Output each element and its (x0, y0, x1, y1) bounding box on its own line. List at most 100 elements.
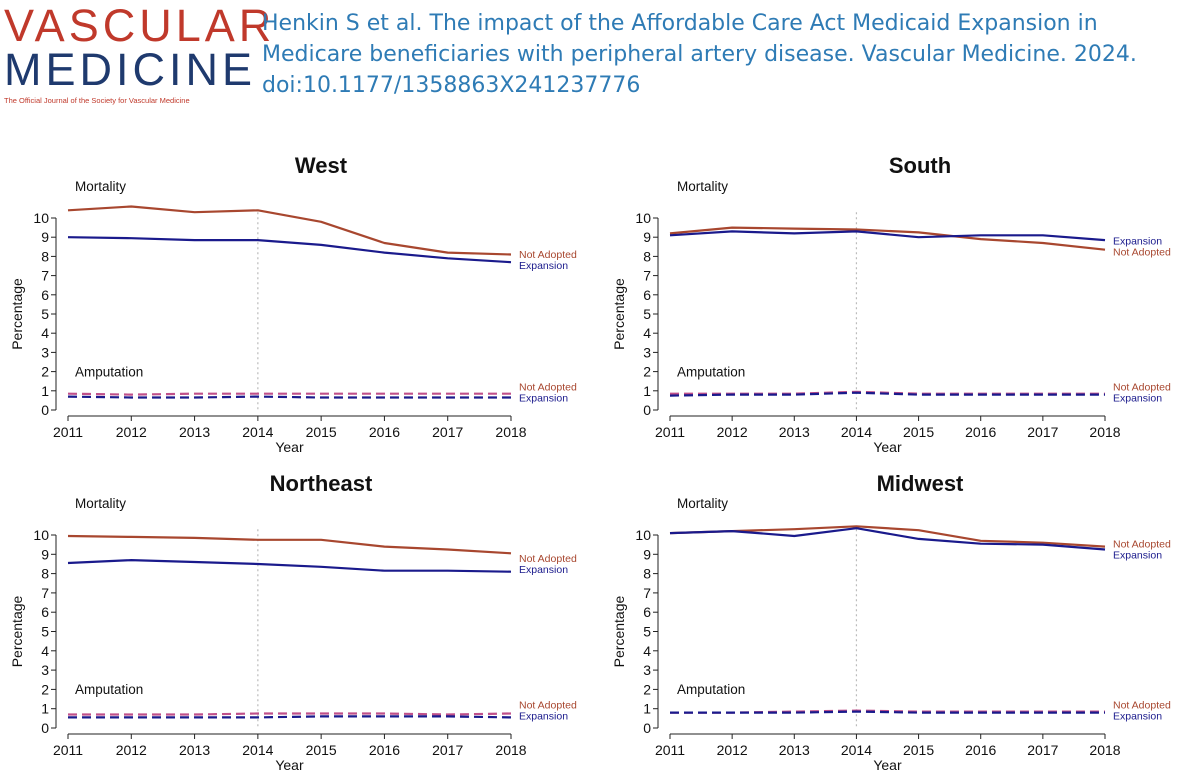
amputation-expansion-line (669, 391, 1105, 397)
y-tick-label: 9 (643, 229, 651, 245)
y-tick-label: 7 (643, 585, 651, 601)
y-tick-label: 5 (41, 624, 49, 640)
amputation-label: Amputation (677, 364, 745, 379)
y-tick-label: 10 (33, 527, 49, 543)
y-tick-label: 6 (643, 287, 651, 303)
x-tick-label: 2014 (841, 742, 872, 758)
y-tick-label: 1 (643, 383, 651, 399)
x-tick-label: 2012 (116, 424, 147, 440)
legend-amputation-not-adopted: Not Adopted (1113, 382, 1171, 394)
y-tick-label: 10 (33, 210, 49, 226)
y-tick-label: 3 (41, 344, 49, 360)
y-tick-label: 5 (41, 306, 49, 322)
x-tick-label: 2017 (432, 742, 463, 758)
y-tick-label: 9 (41, 546, 49, 562)
y-tick-label: 6 (41, 287, 49, 303)
x-tick-label: 2011 (53, 424, 83, 440)
logo-line2: MEDICINE (4, 44, 257, 95)
y-tick-label: 7 (41, 268, 49, 284)
x-axis-label: Year (275, 439, 304, 455)
chart-panel-midwest: Midwest 0 1 2 3 4 5 6 7 8 9 10 2011 2012 2013 2014 2015 2… (611, 471, 1171, 773)
y-tick-label: 3 (643, 662, 651, 678)
x-tick-label: 2015 (306, 424, 337, 440)
legend-amputation-expansion: Expansion (519, 711, 568, 723)
y-tick-label: 4 (643, 643, 651, 659)
x-tick-label: 2013 (179, 742, 210, 758)
y-tick-label: 1 (41, 383, 49, 399)
mortality-label: Mortality (75, 496, 126, 511)
x-axis-label: Year (873, 439, 902, 455)
legend-mortality-not-adopted: Not Adopted (1113, 246, 1171, 258)
legend-mortality-expansion: Expansion (1113, 235, 1162, 247)
chart-panel-northeast: Northeast 0 1 2 3 4 5 6 7 8 9 10 2011 2012 2013 2014 201… (9, 471, 577, 773)
y-tick-label: 2 (41, 681, 49, 697)
y-tick-label: 7 (643, 268, 651, 284)
legend-mortality-not-adopted: Not Adopted (1113, 539, 1171, 551)
amputation-expansion-line (68, 715, 512, 719)
header: VASCULAR MEDICINE The Official Journal o… (0, 0, 1200, 130)
mortality-label: Mortality (75, 179, 126, 194)
y-tick-label: 7 (41, 585, 49, 601)
chart-panel-west: West 0 1 2 3 4 5 6 7 8 9 10 2011 2012 2013 2014 2015 2016… (9, 153, 577, 455)
x-tick-label: 2012 (717, 742, 748, 758)
legend-amputation-not-adopted: Not Adopted (519, 700, 577, 712)
y-tick-label: 8 (41, 566, 49, 582)
legend-mortality-expansion: Expansion (519, 260, 568, 272)
legend-amputation-not-adopted: Not Adopted (519, 382, 577, 394)
y-tick-label: 10 (635, 527, 651, 543)
legend-amputation-expansion: Expansion (1113, 711, 1162, 723)
legend-amputation-expansion: Expansion (1113, 393, 1162, 405)
amputation-not-adopted-line (67, 392, 511, 396)
panel-title: West (295, 153, 348, 178)
x-tick-label: 2017 (1027, 742, 1058, 758)
y-tick-label: 2 (643, 681, 651, 697)
y-tick-label: 2 (41, 364, 49, 380)
amputation-label: Amputation (677, 682, 745, 697)
panel-title: South (889, 153, 951, 178)
x-tick-label: 2012 (116, 742, 147, 758)
logo-tagline: The Official Journal of the Society for … (4, 96, 190, 105)
x-tick-label: 2011 (53, 742, 83, 758)
panel-title: Northeast (270, 471, 373, 496)
y-tick-label: 0 (643, 402, 651, 418)
y-tick-label: 2 (643, 364, 651, 380)
x-tick-label: 2018 (1089, 424, 1120, 440)
y-tick-label: 6 (41, 604, 49, 620)
amputation-expansion-line (670, 710, 1105, 714)
x-tick-label: 2011 (655, 742, 685, 758)
mortality-expansion-line (67, 236, 512, 264)
x-axis-label: Year (873, 757, 902, 773)
legend-amputation-not-adopted: Not Adopted (1113, 700, 1171, 712)
x-tick-label: 2018 (495, 742, 526, 758)
amputation-expansion-line (67, 395, 511, 399)
x-tick-label: 2016 (369, 424, 400, 440)
y-tick-label: 5 (643, 306, 651, 322)
y-tick-label: 1 (41, 701, 49, 717)
x-tick-label: 2013 (779, 742, 810, 758)
mortality-not-adopted-line (669, 226, 1106, 251)
mortality-expansion-line (669, 230, 1106, 242)
y-tick-label: 4 (41, 643, 49, 659)
y-tick-label: 0 (41, 720, 49, 736)
y-axis-label: Percentage (9, 595, 25, 667)
journal-logo: VASCULAR MEDICINE The Official Journal o… (4, 0, 276, 105)
y-tick-label: 3 (41, 662, 49, 678)
x-axis-label: Year (275, 757, 304, 773)
y-tick-label: 8 (41, 248, 49, 264)
amputation-label: Amputation (75, 682, 143, 697)
x-tick-label: 2012 (717, 424, 748, 440)
logo-line1: VASCULAR (4, 0, 276, 51)
y-tick-label: 8 (643, 248, 651, 264)
y-tick-label: 9 (41, 229, 49, 245)
mortality-expansion-line (67, 559, 512, 573)
y-axis-label: Percentage (611, 595, 627, 667)
x-tick-label: 2018 (495, 424, 526, 440)
mortality-not-adopted-line (67, 205, 512, 256)
y-tick-label: 1 (643, 701, 651, 717)
legend-mortality-not-adopted: Not Adopted (519, 553, 577, 565)
y-axis-label: Percentage (611, 278, 627, 350)
legend-mortality-expansion: Expansion (519, 564, 568, 576)
chart-panel-south: South 0 1 2 3 4 5 6 7 8 9 10 2011 2012 2013 2014 2015 201… (611, 153, 1171, 455)
mortality-label: Mortality (677, 179, 728, 194)
